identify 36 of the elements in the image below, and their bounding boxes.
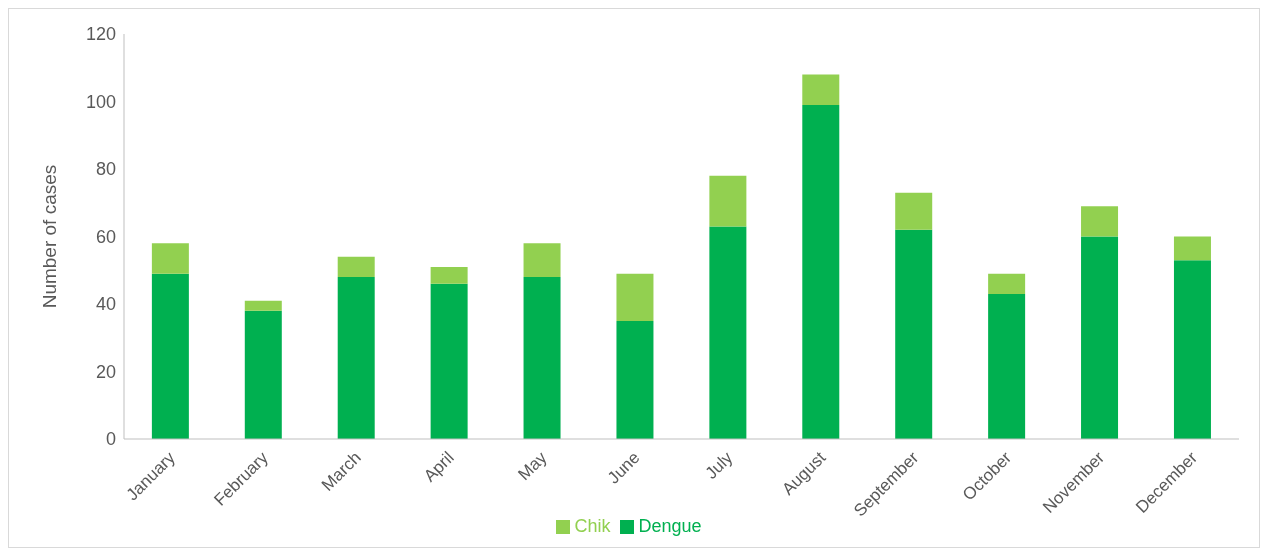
bar <box>523 277 561 439</box>
x-tick-label: July <box>701 447 737 483</box>
bar <box>244 310 282 439</box>
bar <box>616 273 654 321</box>
bar <box>988 293 1026 439</box>
bar <box>1173 260 1211 439</box>
bar <box>895 229 933 439</box>
bar <box>709 175 747 227</box>
bar <box>895 192 933 230</box>
y-tick-label: 20 <box>95 361 116 382</box>
y-tick-label: 60 <box>95 226 116 247</box>
bar <box>988 273 1026 294</box>
bar <box>616 320 654 439</box>
bar <box>337 256 375 277</box>
bar <box>1173 236 1211 261</box>
bar <box>151 273 189 439</box>
bar <box>523 243 561 277</box>
bar <box>430 266 468 284</box>
y-tick-label: 100 <box>85 91 116 112</box>
y-tick-label: 80 <box>95 159 116 180</box>
bar <box>802 74 840 105</box>
y-tick-label: 40 <box>95 294 116 315</box>
bar <box>430 283 468 439</box>
bar <box>151 243 189 274</box>
bar <box>337 277 375 439</box>
bar <box>1081 206 1119 237</box>
y-axis-title: Number of cases <box>38 164 60 309</box>
y-tick-label: 120 <box>85 24 116 45</box>
bar <box>802 104 840 439</box>
bar <box>709 226 747 439</box>
legend-label: Chik <box>574 516 611 536</box>
x-tick-label: May <box>514 447 551 485</box>
bar <box>244 300 282 311</box>
y-tick-label: 0 <box>105 429 116 450</box>
legend-label: Dengue <box>638 516 702 536</box>
bar <box>1081 236 1119 439</box>
